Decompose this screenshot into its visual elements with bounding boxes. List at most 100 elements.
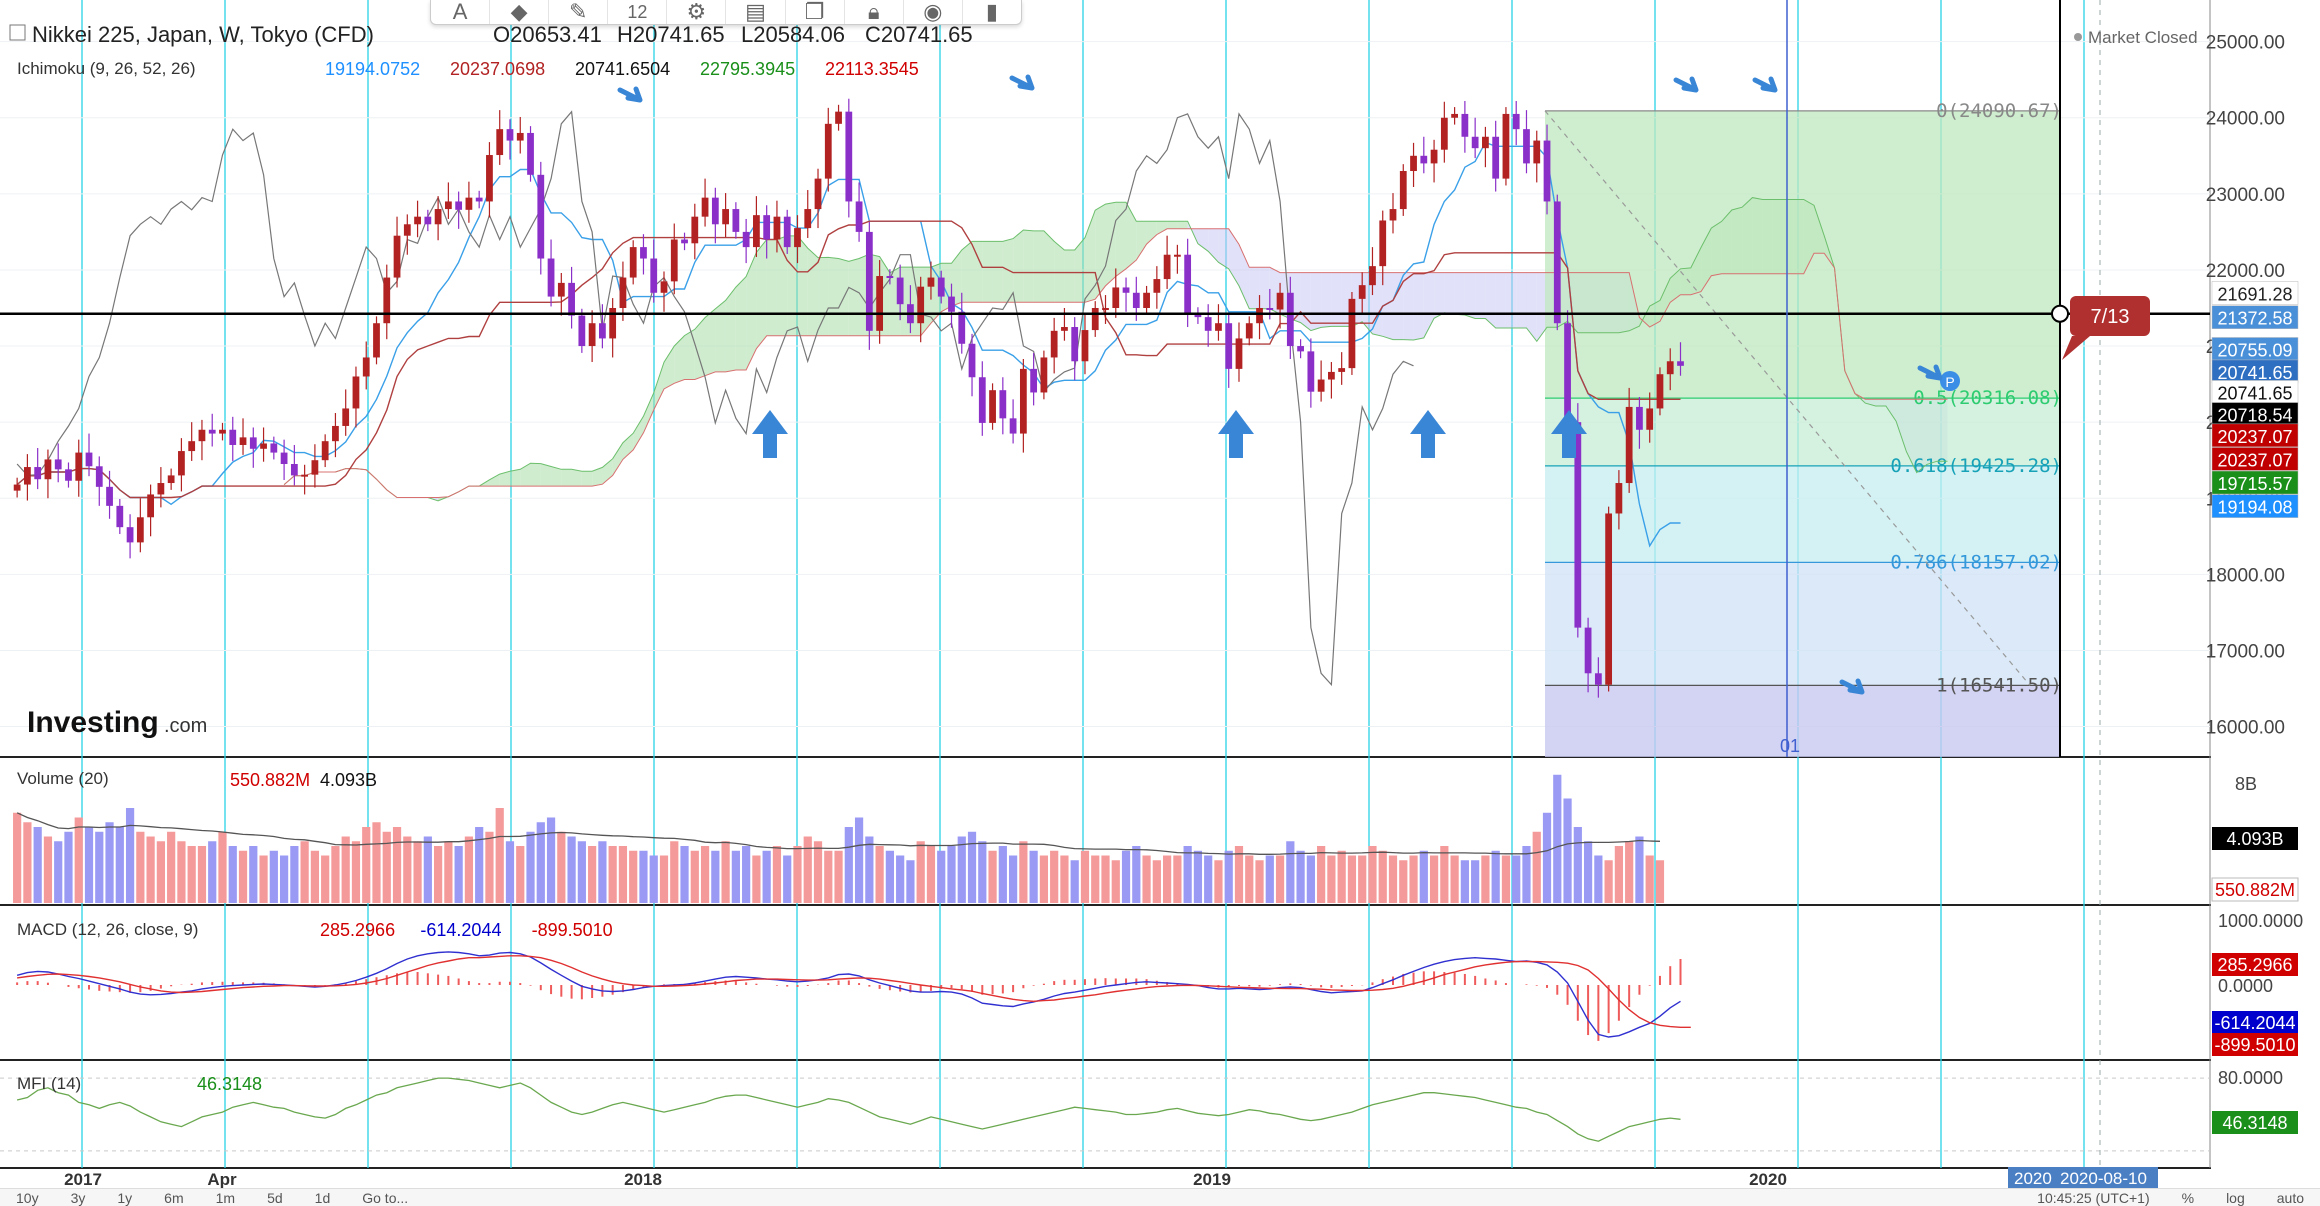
cloud-segment	[1495, 272, 1506, 328]
candle-body	[1317, 379, 1325, 392]
cloud-segment	[540, 463, 552, 487]
cloud-segment	[509, 469, 521, 487]
volume-bar	[1193, 850, 1203, 903]
font-size-dropdown[interactable]: 12	[608, 0, 668, 24]
volume-bar	[1306, 855, 1315, 903]
candle-body	[1399, 171, 1407, 210]
candle-body	[1132, 292, 1140, 308]
candle-body	[835, 111, 842, 124]
volume-bar	[1173, 855, 1182, 903]
candle-body	[280, 452, 288, 465]
legend-text: 2017 Apr 2018 2019 2020 2020 2020-08-10 Nikkei …	[9, 22, 2198, 1189]
cloud-segment	[674, 335, 685, 384]
clone-icon[interactable]: ❐	[786, 0, 845, 24]
volume-bar	[1317, 846, 1326, 903]
range-button[interactable]: 1m	[215, 1189, 236, 1206]
candle-body	[1461, 113, 1469, 137]
mfi-tick-label: 80.0000	[2218, 1068, 2283, 1088]
cloud-segment	[592, 467, 603, 487]
candle-body	[198, 429, 206, 442]
price-badge	[2211, 494, 2299, 518]
candle-body	[978, 377, 986, 423]
fib-level-label: 0.5(20316.08)	[1913, 387, 2062, 409]
range-button[interactable]: 5d	[267, 1189, 283, 1206]
candle-body	[208, 429, 216, 434]
candle-body	[147, 494, 155, 518]
volume-bar	[1583, 841, 1593, 903]
line-color-icon[interactable]: ✎	[549, 0, 609, 24]
pointer-arrow-icon	[1673, 76, 1699, 93]
volume-bar	[238, 850, 248, 903]
range-button[interactable]: 10y	[16, 1189, 39, 1206]
scale-option[interactable]: log	[2226, 1189, 2245, 1206]
volume-bar	[1573, 827, 1582, 903]
range-button[interactable]: 1d	[314, 1189, 331, 1206]
cloud-segment	[1043, 230, 1055, 303]
template-icon[interactable]: ▤	[726, 0, 786, 24]
volume-bar	[1183, 846, 1192, 903]
cloud-segment	[1126, 202, 1137, 269]
visibility-icon[interactable]: ◉	[904, 0, 963, 24]
candle-body	[373, 323, 380, 358]
volume-bar	[1029, 850, 1038, 903]
volume-bar	[64, 831, 73, 903]
volume-bar	[1563, 798, 1572, 903]
volume-bar	[146, 836, 155, 903]
cloud-segment	[1023, 229, 1034, 303]
candle-body	[1440, 117, 1448, 150]
range-button[interactable]: 3y	[70, 1189, 86, 1206]
cloud-segment	[571, 469, 582, 487]
range-button[interactable]: 1y	[117, 1189, 133, 1206]
cloud-segment	[1321, 272, 1332, 328]
delete-icon[interactable]: ▮	[985, 0, 998, 24]
annotations[interactable]: 7/13 P 01	[0, 0, 2210, 1168]
volume-bar	[197, 846, 207, 903]
price-tick-label: 22000.00	[2206, 261, 2285, 282]
lock-icon[interactable]: 🔒︎	[845, 0, 904, 24]
cloud-segment	[1013, 229, 1024, 303]
price-axis[interactable]: 16000.0017000.0018000.0019000.0020000.00…	[2206, 0, 2320, 1188]
volume-bar	[1039, 855, 1049, 903]
range-button[interactable]: Go to...	[362, 1189, 409, 1206]
cloud-segment	[961, 241, 973, 303]
marker-p-circle	[1940, 371, 1960, 391]
volume-bar	[1111, 860, 1120, 903]
candle-body	[136, 517, 144, 543]
bottom-range-bar: 10y 3y 1y 6m 1m 5d 1d Go to... 10:45:25 (UTC+1)%…	[0, 1188, 2320, 1206]
candle-body	[1482, 136, 1489, 149]
volume-bar	[1471, 860, 1480, 903]
candle-body	[1451, 113, 1458, 118]
scale-option[interactable]: 10:45:25 (UTC+1)	[2037, 1189, 2150, 1206]
candle-body	[1019, 368, 1027, 434]
candle-body	[855, 201, 863, 232]
price-tick-label: 24000.00	[2206, 109, 2285, 130]
settings-icon[interactable]: ⚙	[667, 0, 727, 24]
volume-bar	[290, 846, 299, 903]
volume-bar	[536, 822, 545, 903]
volume-bar	[136, 831, 145, 903]
volume-bar	[259, 855, 268, 903]
fibonacci-retracement[interactable]: 0(24090.67) 0.5(20316.08) 0.618(19425.28) 0…	[1544, 100, 2062, 757]
volume-bar	[1101, 855, 1110, 903]
fill-color-icon[interactable]: ◆	[490, 0, 550, 24]
cloud-segment	[643, 393, 654, 433]
candle-body	[948, 296, 955, 312]
volume-bar	[1142, 855, 1151, 903]
volume-bar	[1429, 855, 1439, 903]
volume-bar	[187, 846, 196, 903]
drawing-toolbar[interactable]: A ◆ ✎ 12 ⚙ ▤ ❐ 🔒︎ ◉ ▮	[430, 0, 1022, 25]
scale-option[interactable]: auto	[2276, 1189, 2304, 1206]
axis-background	[2211, 0, 2320, 1188]
volume-bar	[1214, 860, 1223, 903]
volume-bar	[1388, 855, 1398, 903]
symbol-title: Nikkei 225, Japan, W, Tokyo (CFD)	[32, 22, 374, 47]
text-icon[interactable]: A	[431, 0, 491, 24]
cloud-segment	[746, 252, 757, 371]
range-button[interactable]: 6m	[164, 1189, 184, 1206]
candle-body	[650, 258, 658, 293]
scale-option[interactable]: %	[2181, 1189, 2195, 1206]
volume-bar	[834, 850, 843, 903]
candle-body	[1091, 307, 1099, 331]
price-tick-label: 17000.00	[2206, 641, 2285, 662]
